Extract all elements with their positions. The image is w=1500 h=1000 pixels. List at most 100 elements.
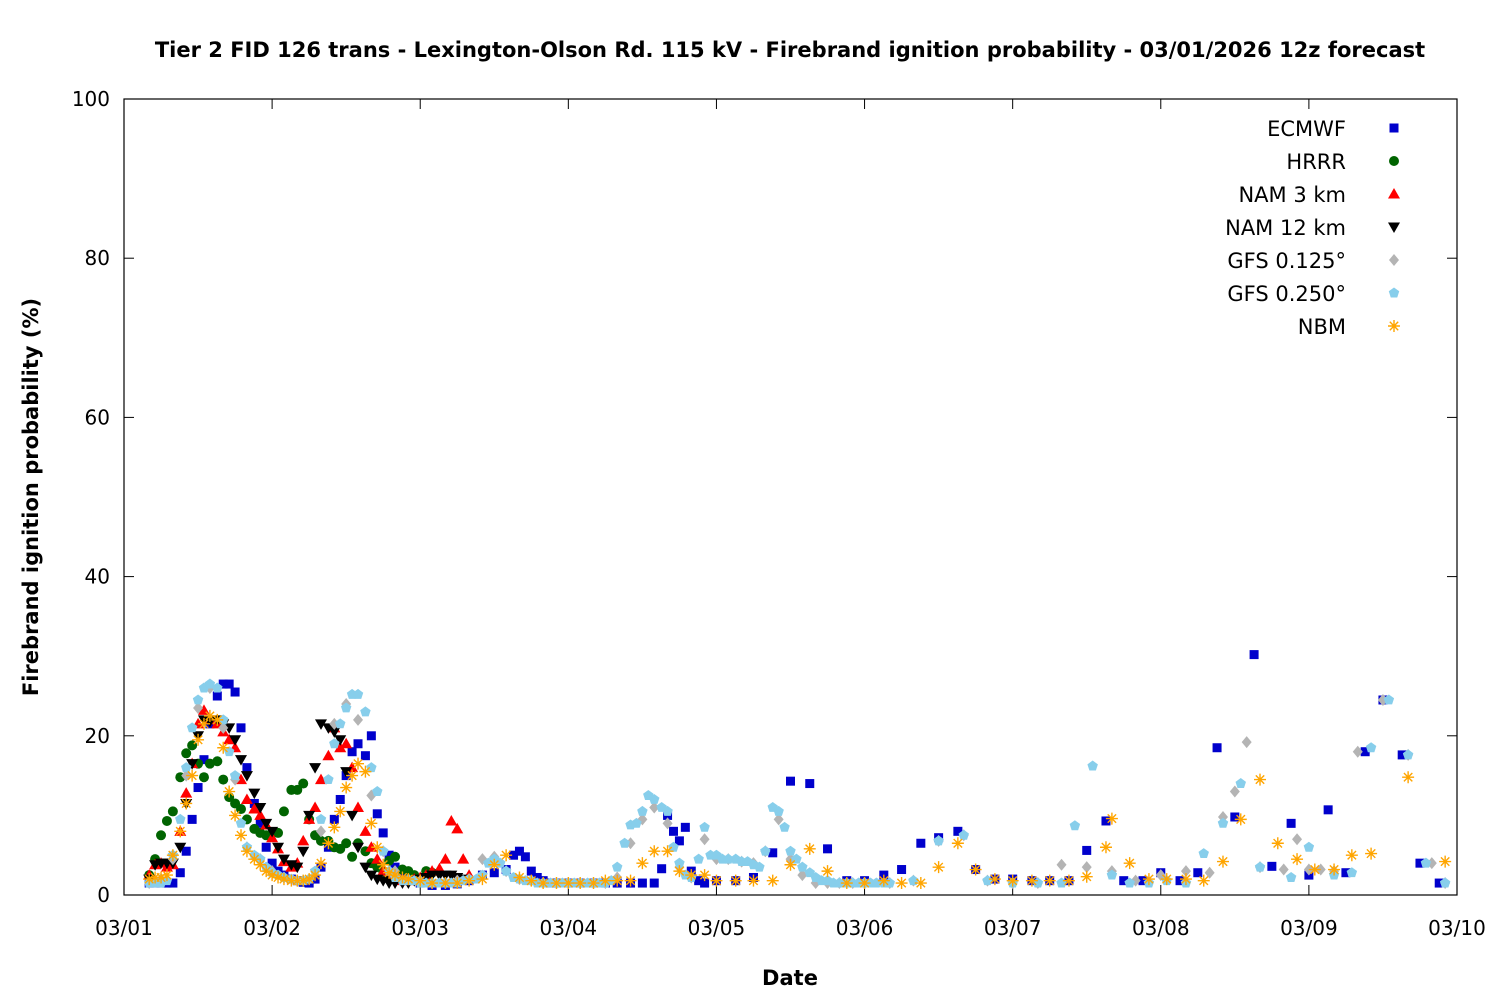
x-tick-label: 03/10 <box>1428 916 1486 940</box>
y-tick-label: 80 <box>85 246 110 270</box>
data-point <box>1420 857 1432 868</box>
data-point <box>773 813 784 826</box>
data-point <box>426 877 439 890</box>
data-point <box>254 858 267 871</box>
data-point <box>390 851 401 862</box>
data-point <box>187 814 197 824</box>
data-point <box>260 818 273 830</box>
data-point <box>347 851 358 862</box>
data-point <box>797 861 808 872</box>
data-point <box>1241 736 1252 749</box>
data-point <box>1216 855 1229 868</box>
data-point <box>1254 773 1267 786</box>
data-point <box>329 814 339 824</box>
data-point <box>297 834 310 846</box>
data-point <box>414 874 427 887</box>
data-point <box>1285 871 1297 882</box>
data-point <box>1360 747 1370 757</box>
data-point <box>235 829 248 842</box>
legend-label: NBM <box>1298 315 1346 339</box>
legend-marker <box>1388 188 1400 199</box>
data-point <box>242 763 252 773</box>
y-tick-label: 20 <box>85 724 110 748</box>
data-point <box>360 751 370 761</box>
data-point <box>334 741 347 753</box>
data-point <box>624 874 637 887</box>
legend-label: GFS 0.250° <box>1227 282 1346 306</box>
data-point <box>693 853 704 864</box>
data-point <box>340 767 353 778</box>
data-point <box>858 877 871 890</box>
data-point <box>212 682 223 693</box>
data-point <box>266 869 279 882</box>
data-point <box>1308 863 1321 876</box>
data-point <box>1434 878 1444 888</box>
data-point <box>255 818 265 828</box>
data-point <box>277 873 290 886</box>
data-point <box>322 837 335 850</box>
data-point <box>766 874 779 887</box>
data-point <box>1198 848 1209 859</box>
data-point <box>823 844 833 854</box>
data-point <box>729 874 742 887</box>
data-point <box>1025 874 1038 887</box>
data-point <box>933 835 944 846</box>
data-point <box>218 774 229 785</box>
data-point <box>514 846 524 856</box>
y-tick-label: 40 <box>85 565 110 589</box>
data-point <box>1101 816 1111 826</box>
data-point <box>203 709 216 722</box>
data-point <box>229 770 241 781</box>
data-point <box>329 738 340 749</box>
data-point <box>365 817 378 830</box>
data-point <box>193 701 204 714</box>
x-tick-label: 03/08 <box>1132 916 1190 940</box>
data-point <box>779 821 790 832</box>
data-point <box>248 803 261 814</box>
data-point <box>180 797 193 810</box>
data-point <box>353 713 364 726</box>
data-point <box>197 717 210 730</box>
data-point <box>359 765 372 778</box>
legend-marker <box>1388 320 1400 332</box>
data-point <box>1193 868 1203 878</box>
data-point <box>378 828 388 838</box>
data-point <box>649 793 660 804</box>
data-point <box>198 772 209 783</box>
data-point <box>261 842 271 852</box>
data-point <box>359 825 372 836</box>
data-point <box>272 871 285 884</box>
y-tick-label: 0 <box>97 883 110 907</box>
data-point <box>619 837 630 848</box>
data-point <box>341 838 352 849</box>
data-point <box>509 850 519 860</box>
data-point <box>254 802 267 814</box>
data-point <box>174 825 187 838</box>
data-point <box>958 829 970 840</box>
data-point <box>180 787 193 798</box>
data-point <box>803 842 816 855</box>
data-point <box>1267 861 1277 871</box>
data-point <box>1081 861 1092 874</box>
data-point <box>1415 858 1425 868</box>
data-point <box>932 861 945 874</box>
data-point <box>1439 877 1451 888</box>
data-point <box>445 814 458 826</box>
data-point <box>662 817 673 830</box>
data-point <box>199 755 209 765</box>
legend-marker <box>1389 123 1399 133</box>
data-point <box>340 737 353 749</box>
plot-border <box>123 98 1458 896</box>
data-point <box>1402 749 1414 760</box>
data-point <box>895 877 908 890</box>
data-point <box>710 874 723 887</box>
data-point <box>352 842 365 854</box>
data-point <box>175 813 186 824</box>
data-point <box>488 858 501 871</box>
data-point <box>1323 805 1333 815</box>
data-point <box>662 805 673 816</box>
data-point <box>328 821 341 834</box>
data-point <box>384 850 394 860</box>
data-point <box>383 866 396 879</box>
data-point <box>346 810 359 822</box>
